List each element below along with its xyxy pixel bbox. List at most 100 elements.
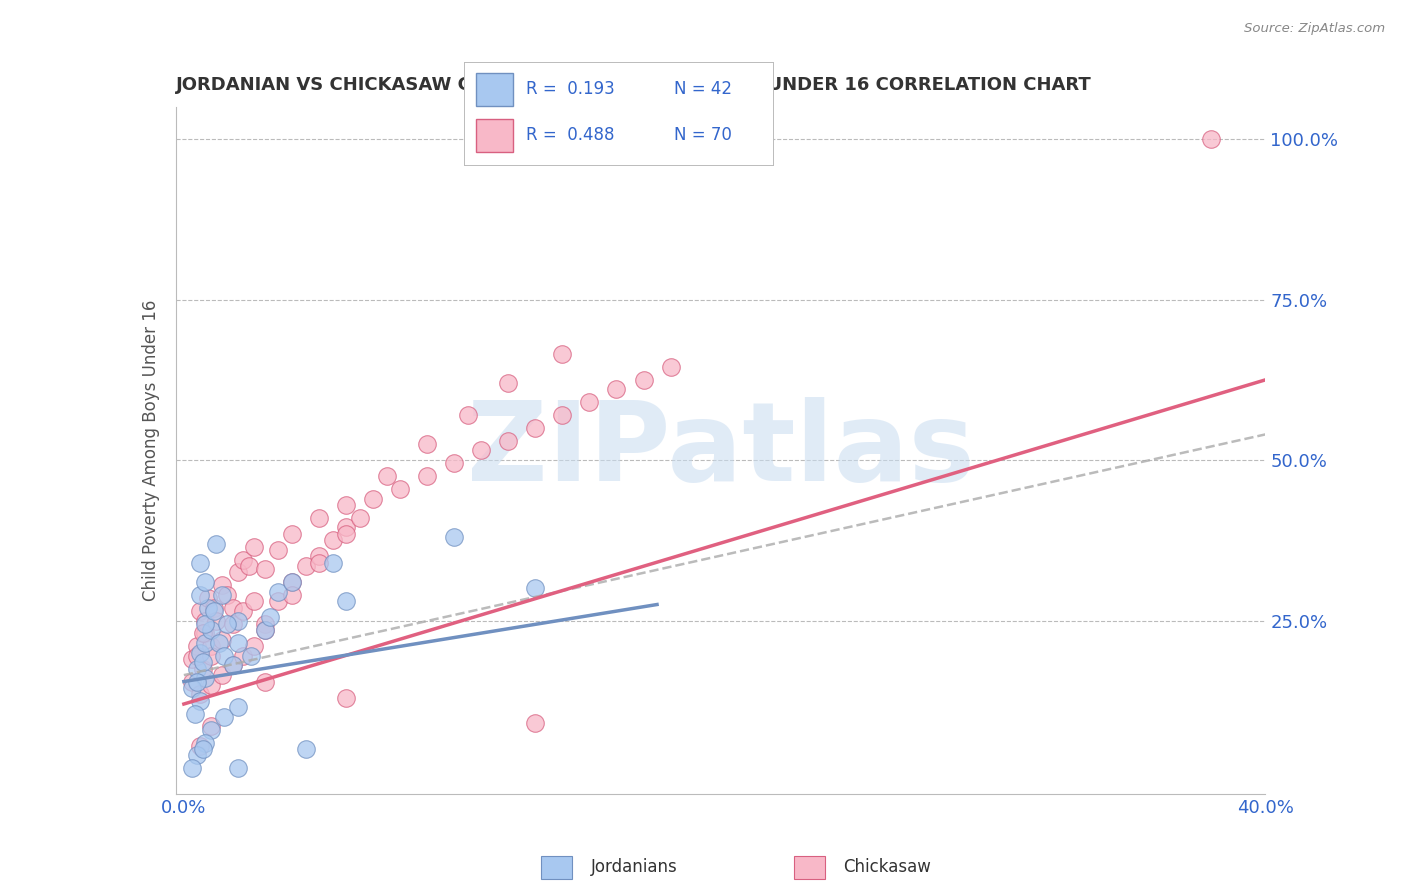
Point bbox=[443, 456, 465, 470]
Point bbox=[322, 556, 344, 570]
Point bbox=[194, 614, 217, 628]
Point bbox=[524, 421, 547, 435]
Point bbox=[188, 604, 211, 618]
Point bbox=[335, 498, 357, 512]
Point bbox=[443, 530, 465, 544]
Point bbox=[191, 742, 214, 756]
Point bbox=[253, 623, 276, 637]
Point bbox=[205, 614, 228, 628]
Point bbox=[194, 735, 217, 749]
Point bbox=[416, 437, 439, 451]
Point bbox=[389, 482, 412, 496]
Text: Jordanians: Jordanians bbox=[591, 858, 678, 876]
Point bbox=[226, 761, 249, 775]
Point bbox=[361, 491, 384, 506]
Point bbox=[281, 527, 304, 541]
Point bbox=[240, 648, 263, 663]
Point bbox=[294, 742, 316, 756]
Point bbox=[551, 408, 574, 422]
Point bbox=[197, 600, 219, 615]
Point bbox=[186, 662, 208, 676]
Point bbox=[197, 591, 219, 606]
Point bbox=[633, 373, 655, 387]
Point bbox=[524, 582, 547, 596]
Point bbox=[194, 626, 217, 640]
Point bbox=[188, 739, 211, 753]
Point bbox=[226, 566, 249, 580]
Text: N = 42: N = 42 bbox=[675, 80, 733, 98]
Point bbox=[253, 562, 276, 576]
Point bbox=[659, 359, 682, 374]
Point bbox=[267, 584, 290, 599]
Point bbox=[200, 648, 222, 663]
Point bbox=[191, 662, 214, 676]
Point bbox=[221, 658, 243, 673]
Point bbox=[226, 636, 249, 650]
Text: JORDANIAN VS CHICKASAW CHILD POVERTY AMONG BOYS UNDER 16 CORRELATION CHART: JORDANIAN VS CHICKASAW CHILD POVERTY AMO… bbox=[176, 77, 1091, 95]
Point bbox=[186, 648, 208, 663]
Point bbox=[605, 383, 627, 397]
Point bbox=[183, 706, 205, 721]
Text: R =  0.193: R = 0.193 bbox=[526, 80, 614, 98]
Point bbox=[200, 719, 222, 733]
Text: Source: ZipAtlas.com: Source: ZipAtlas.com bbox=[1244, 22, 1385, 36]
Point bbox=[267, 543, 290, 558]
Point bbox=[181, 681, 204, 695]
Text: Chickasaw: Chickasaw bbox=[844, 858, 932, 876]
Point bbox=[200, 678, 222, 692]
Point bbox=[322, 533, 344, 548]
Point bbox=[243, 639, 266, 653]
Point bbox=[217, 588, 239, 602]
Point bbox=[238, 559, 260, 574]
Point bbox=[335, 520, 357, 534]
Point bbox=[253, 616, 276, 631]
Point bbox=[308, 511, 330, 525]
Point bbox=[211, 668, 233, 682]
Point bbox=[214, 710, 236, 724]
Point bbox=[211, 632, 233, 647]
Point bbox=[281, 575, 304, 590]
Point bbox=[267, 594, 290, 608]
FancyBboxPatch shape bbox=[477, 73, 513, 105]
Point bbox=[205, 536, 228, 550]
Point bbox=[281, 588, 304, 602]
Point bbox=[186, 639, 208, 653]
Point bbox=[200, 723, 222, 737]
Point bbox=[202, 600, 225, 615]
Point bbox=[259, 610, 281, 624]
Text: N = 70: N = 70 bbox=[675, 127, 733, 145]
Point bbox=[188, 646, 211, 660]
Point bbox=[578, 395, 600, 409]
Point bbox=[253, 674, 276, 689]
Point bbox=[335, 527, 357, 541]
Point bbox=[181, 674, 204, 689]
Point bbox=[294, 559, 316, 574]
Point bbox=[221, 600, 243, 615]
Text: ZIPatlas: ZIPatlas bbox=[467, 397, 974, 504]
Point bbox=[181, 761, 204, 775]
Point bbox=[253, 623, 276, 637]
Point bbox=[221, 658, 243, 673]
Point bbox=[211, 588, 233, 602]
Point bbox=[194, 636, 217, 650]
Point bbox=[200, 623, 222, 637]
Text: R =  0.488: R = 0.488 bbox=[526, 127, 614, 145]
Point bbox=[551, 347, 574, 361]
Point bbox=[243, 594, 266, 608]
Point bbox=[308, 556, 330, 570]
Point bbox=[226, 700, 249, 714]
Point bbox=[375, 469, 398, 483]
Point bbox=[188, 556, 211, 570]
Point bbox=[232, 552, 254, 566]
Point bbox=[214, 648, 236, 663]
Point bbox=[188, 687, 211, 701]
Point bbox=[191, 655, 214, 669]
Point bbox=[308, 549, 330, 564]
Point bbox=[416, 469, 439, 483]
Point bbox=[188, 694, 211, 708]
Point bbox=[524, 716, 547, 731]
Point bbox=[186, 674, 208, 689]
Point bbox=[457, 408, 479, 422]
Point bbox=[191, 626, 214, 640]
Y-axis label: Child Poverty Among Boys Under 16: Child Poverty Among Boys Under 16 bbox=[142, 300, 160, 601]
